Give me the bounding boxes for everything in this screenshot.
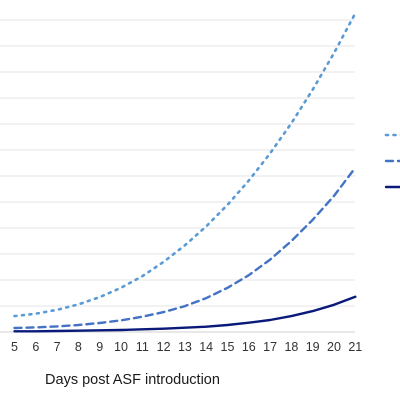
x-tick-label: 6 <box>32 340 39 354</box>
x-tick-label: 11 <box>136 340 149 354</box>
x-tick-label: 13 <box>178 340 192 354</box>
x-tick-labels: 5 6 7 8 9 10 11 12 13 14 15 16 17 18 19 20 21 <box>11 340 362 354</box>
x-tick-label: 10 <box>114 340 128 354</box>
x-tick-label: 16 <box>242 340 256 354</box>
series-line-solid <box>13 295 357 333</box>
x-tick-label: 21 <box>348 340 362 354</box>
x-tick-label: 17 <box>263 340 277 354</box>
x-tick-label: 20 <box>327 340 341 354</box>
series-line-dotted <box>13 12 357 318</box>
x-axis-title: Days post ASF introduction <box>45 372 220 388</box>
x-tick-label: 5 <box>11 340 18 354</box>
x-tick-label: 7 <box>54 340 61 354</box>
x-tick-label: 15 <box>221 340 235 354</box>
x-tick-label: 12 <box>157 340 171 354</box>
gridlines <box>0 19 355 333</box>
series-lines <box>13 12 357 333</box>
x-tick-label: 14 <box>199 340 213 354</box>
series-line-dashed <box>13 166 357 330</box>
x-tick-label: 8 <box>75 340 82 354</box>
legend <box>384 133 400 189</box>
x-tick-label: 18 <box>284 340 298 354</box>
x-tick-label: 19 <box>306 340 320 354</box>
x-tick-label: 9 <box>96 340 103 354</box>
